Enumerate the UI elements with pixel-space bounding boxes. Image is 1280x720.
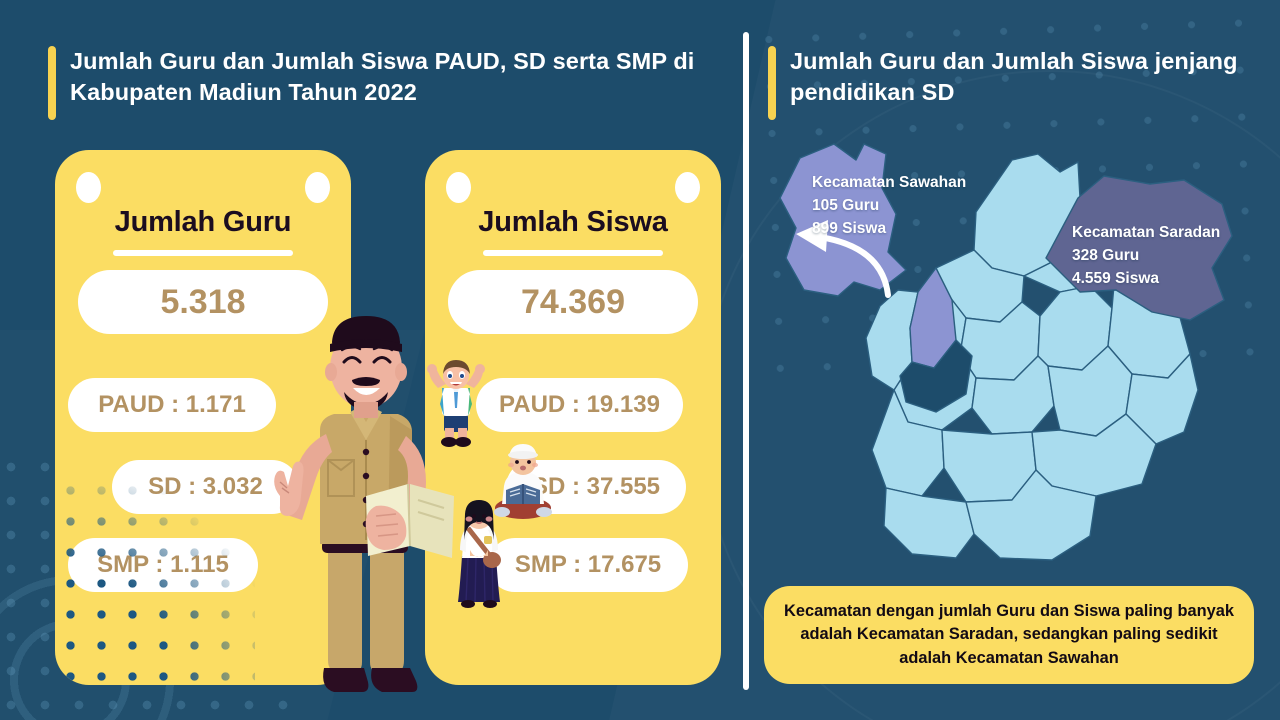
map-region-saradan	[1045, 175, 1233, 321]
left-header-title: Jumlah Guru dan Jumlah Siswa PAUD, SD se…	[70, 48, 695, 105]
panel-divider	[743, 32, 749, 690]
student-girl-illustration	[458, 500, 501, 608]
map-label-sawahan-siswa: 899 Siswa	[812, 219, 887, 237]
card-title-siswa: Jumlah Siswa	[478, 206, 668, 238]
siswa-paud-value: PAUD : 19.139	[476, 378, 683, 432]
map-label-sawahan-name: Kecamatan Sawahan	[812, 174, 967, 191]
student-boy-illustration	[427, 360, 485, 447]
accent-bar-icon	[48, 46, 56, 120]
map-label-saradan-guru: 328 Guru	[1072, 246, 1140, 264]
punch-hole-icon	[675, 172, 700, 203]
punch-hole-icon	[305, 172, 330, 203]
map-svg	[779, 143, 1233, 561]
map-district	[871, 389, 945, 497]
siswa-total-value: 74.369	[448, 270, 698, 334]
punch-hole-icon	[76, 172, 101, 203]
student-quran-illustration	[494, 444, 552, 519]
guru-total-value: 5.318	[78, 270, 328, 334]
map-label-saradan-siswa: 4.559 Siswa	[1072, 269, 1160, 287]
right-header-title: Jumlah Guru dan Jumlah Siswa jenjang pen…	[790, 48, 1238, 105]
teacher-illustration	[274, 316, 454, 692]
madiun-district-map	[760, 140, 1265, 570]
card-dot-pattern	[55, 475, 255, 685]
siswa-smp-value: SMP : 17.675	[488, 538, 688, 592]
guru-paud-value: PAUD : 1.171	[68, 378, 276, 432]
map-label-saradan: Kecamatan Saradan 328 Guru 4.559 Siswa	[1072, 222, 1220, 291]
stat-card-siswa: Jumlah Siswa 74.369 PAUD : 19.139 SD : 3…	[425, 150, 721, 685]
card-underline	[483, 250, 663, 256]
card-title-guru: Jumlah Guru	[114, 206, 292, 238]
map-caption-box: Kecamatan dengan jumlah Guru dan Siswa p…	[764, 586, 1254, 684]
map-label-saradan-name: Kecamatan Saradan	[1072, 224, 1221, 241]
left-panel-header: Jumlah Guru dan Jumlah Siswa PAUD, SD se…	[48, 46, 728, 120]
map-caption-text: Kecamatan dengan jumlah Guru dan Siswa p…	[784, 602, 1234, 667]
map-district	[965, 469, 1097, 561]
punch-hole-icon	[446, 172, 471, 203]
map-district	[883, 487, 975, 559]
card-underline	[113, 250, 293, 256]
stat-card-guru: Jumlah Guru 5.318 PAUD : 1.171 SD : 3.03…	[55, 150, 351, 685]
map-region-sawahan-inset	[779, 143, 907, 297]
map-district-dark	[899, 339, 973, 413]
map-label-sawahan: Kecamatan Sawahan 105 Guru 899 Siswa	[812, 172, 966, 241]
map-label-sawahan-guru: 105 Guru	[812, 196, 880, 214]
map-arrow-head	[796, 220, 828, 252]
accent-bar-icon	[768, 46, 776, 120]
right-panel-header: Jumlah Guru dan Jumlah Siswa jenjang pen…	[768, 46, 1238, 120]
